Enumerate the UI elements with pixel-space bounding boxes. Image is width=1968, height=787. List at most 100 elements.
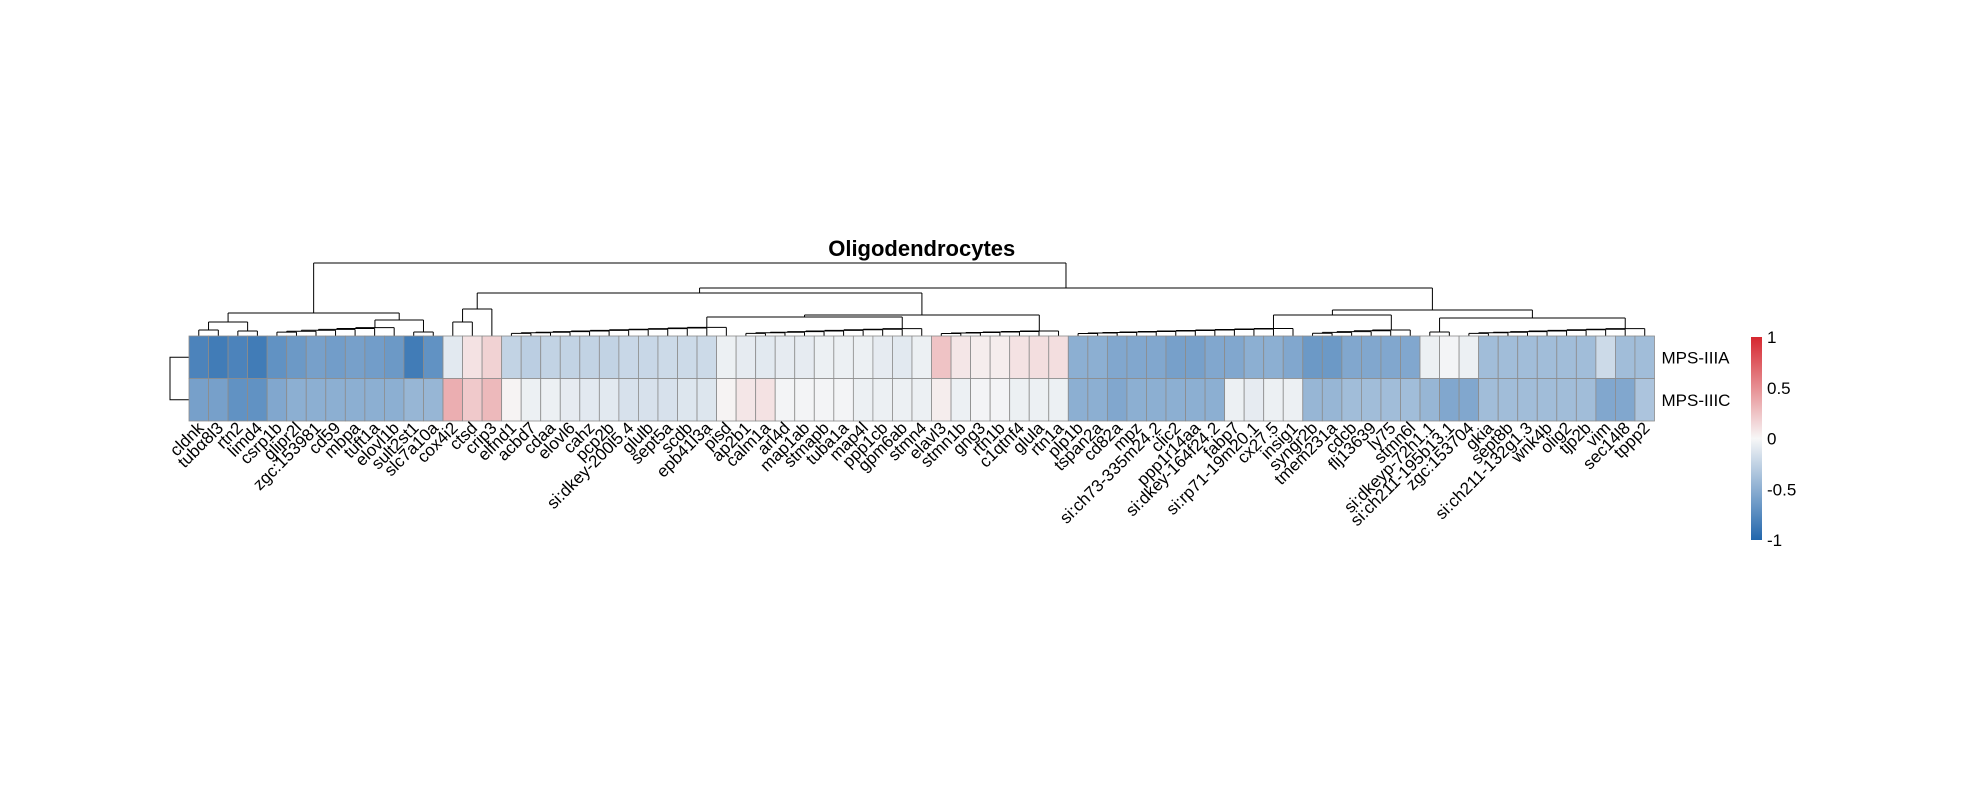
heatmap-cell	[403, 378, 424, 422]
heatmap-cell	[1361, 335, 1382, 379]
heatmap-cell	[344, 335, 366, 379]
heatmap-cell	[325, 335, 346, 379]
heatmap-cell	[208, 335, 229, 379]
heatmap-cell	[247, 335, 268, 379]
heatmap-cell	[227, 378, 249, 422]
heatmap-cell	[1185, 335, 1206, 379]
heatmap-cell	[1106, 335, 1128, 379]
heatmap-cell	[1458, 335, 1480, 379]
heatmap-cell	[1556, 378, 1577, 422]
heatmap-cell	[1497, 335, 1519, 379]
heatmap-cell	[1067, 335, 1089, 379]
heatmap-cell	[696, 378, 717, 422]
heatmap-cell	[1595, 378, 1616, 422]
heatmap-cell	[794, 378, 815, 422]
heatmap-cell	[931, 335, 952, 379]
row-label: MPS-IIIA	[1662, 348, 1731, 367]
heatmap-cell	[774, 335, 796, 379]
heatmap-cell	[1243, 378, 1265, 422]
heatmap-cell	[1106, 378, 1128, 422]
heatmap-cell	[735, 378, 757, 422]
heatmap-cell	[1615, 378, 1636, 422]
heatmap-cell	[1458, 378, 1480, 422]
heatmap-cell	[618, 335, 639, 379]
heatmap-cell	[1439, 378, 1460, 422]
heatmap-cell	[852, 378, 874, 422]
heatmap-cell	[540, 378, 561, 422]
heatmap-cell	[520, 335, 542, 379]
row-dendrogram-branch	[169, 356, 189, 401]
heatmap-cell	[540, 335, 561, 379]
legend-tick-label: -0.5	[1767, 480, 1796, 499]
heatmap-cell	[657, 378, 678, 422]
heatmap-cell	[1517, 378, 1538, 422]
heatmap-cell	[1224, 378, 1245, 422]
heatmap-cell	[970, 378, 991, 422]
heatmap-cell	[501, 335, 522, 379]
heatmap-cell	[774, 378, 796, 422]
heatmap-cell	[383, 335, 405, 379]
heatmap-cell	[598, 335, 620, 379]
heatmap-cell	[383, 378, 405, 422]
heatmap-cell	[1615, 335, 1636, 379]
heatmap-cell	[1321, 378, 1343, 422]
heatmap-cell	[188, 378, 209, 422]
heatmap-cell	[1400, 335, 1421, 379]
heatmap-cell	[872, 335, 893, 379]
heatmap-cell	[520, 378, 542, 422]
heatmap-cell	[1028, 335, 1050, 379]
heatmap-cell	[188, 335, 209, 379]
heatmap-cell	[1028, 378, 1050, 422]
column-dendrogram	[198, 262, 1646, 336]
heatmap-cell	[638, 335, 659, 379]
heatmap-cell	[364, 335, 385, 379]
heatmap-cell	[1185, 378, 1206, 422]
color-legend: 1 0.5 0 -0.5 -1	[1751, 328, 1796, 550]
heatmap-cell	[950, 335, 971, 379]
heatmap-cell	[735, 335, 757, 379]
heatmap-cell	[618, 378, 639, 422]
row-labels: MPS-IIIA MPS-IIIC	[1662, 348, 1731, 410]
heatmap-cell	[1087, 378, 1108, 422]
heatmap-cell	[1595, 335, 1616, 379]
heatmap-cell	[1380, 335, 1401, 379]
heatmap-cell	[1087, 335, 1108, 379]
heatmap-cell	[755, 378, 776, 422]
heatmap-cell	[579, 335, 600, 379]
heatmap-cell	[657, 335, 678, 379]
heatmap-cell	[501, 378, 522, 422]
heatmap-cell	[247, 378, 268, 422]
heatmap-cell	[1263, 335, 1284, 379]
heatmap-cell	[716, 335, 737, 379]
chart-title: Oligodendrocytes	[828, 236, 1015, 261]
heatmap-cell	[1497, 378, 1519, 422]
heatmap-cell	[892, 335, 913, 379]
heatmap-cell	[305, 378, 327, 422]
heatmap-cell	[1536, 335, 1558, 379]
heatmap-cell	[286, 335, 307, 379]
legend-tick-label: 0	[1767, 430, 1776, 449]
heatmap-cell	[1048, 378, 1069, 422]
heatmap-cell	[1165, 335, 1186, 379]
heatmap-cell	[1556, 335, 1577, 379]
heatmap-cell	[559, 335, 581, 379]
heatmap-cell	[1009, 335, 1030, 379]
heatmap-cell	[989, 378, 1011, 422]
heatmap-cell	[833, 378, 854, 422]
heatmap-cell	[813, 335, 835, 379]
heatmap-cell	[1478, 335, 1499, 379]
heatmap-cell	[442, 378, 463, 422]
heatmap-cell	[423, 378, 444, 422]
row-label: MPS-IIIC	[1662, 391, 1731, 410]
heatmap-cells	[188, 335, 1655, 422]
column-labels: cldnktubα8l3rtn2limd4csrp1bglipr2lzgc:15…	[166, 418, 1653, 530]
heatmap-cell	[1067, 378, 1089, 422]
heatmap-cell	[266, 335, 288, 379]
heatmap-cell	[989, 335, 1011, 379]
heatmap-cell	[286, 378, 307, 422]
heatmap-cell	[1126, 378, 1147, 422]
legend-tick-label: 0.5	[1767, 379, 1791, 398]
heatmap-cell	[696, 335, 717, 379]
heatmap-cell	[1146, 335, 1167, 379]
heatmap-cell	[1302, 335, 1323, 379]
